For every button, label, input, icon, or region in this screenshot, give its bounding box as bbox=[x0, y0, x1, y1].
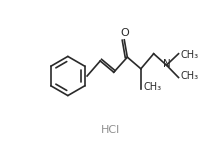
Text: HCl: HCl bbox=[100, 125, 120, 135]
Text: O: O bbox=[120, 28, 129, 38]
Text: CH₃: CH₃ bbox=[144, 82, 162, 92]
Text: N: N bbox=[163, 59, 170, 69]
Text: CH₃: CH₃ bbox=[180, 71, 198, 81]
Text: CH₃: CH₃ bbox=[180, 50, 198, 60]
